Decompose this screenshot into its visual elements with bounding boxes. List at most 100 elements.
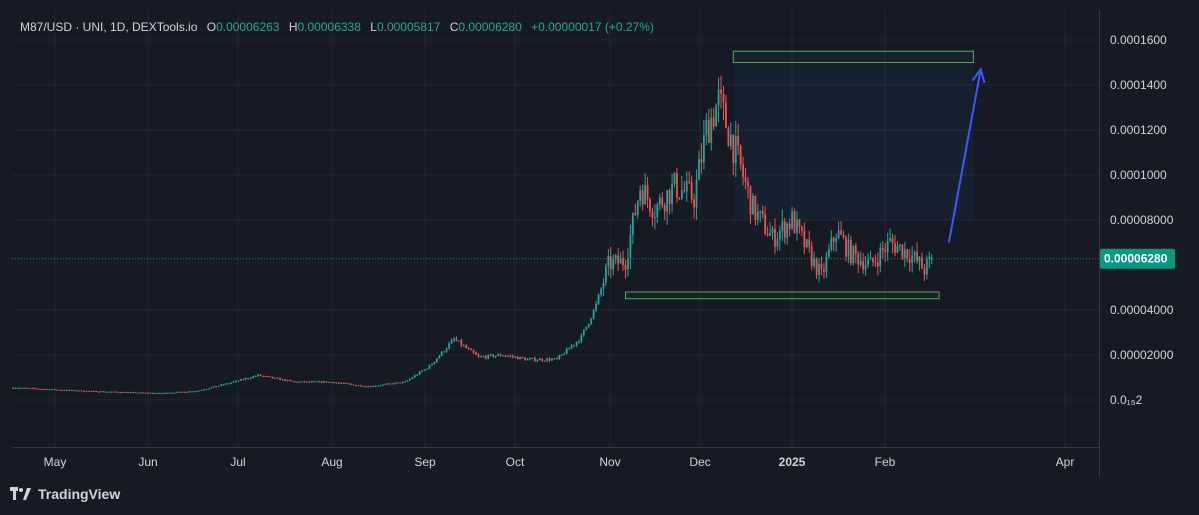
candle-body — [533, 358, 536, 361]
candle-body — [921, 257, 923, 269]
candle-body — [252, 376, 254, 378]
candle-body — [460, 340, 463, 346]
candle-body — [156, 392, 159, 394]
candle-body — [874, 261, 877, 263]
candle-body — [514, 356, 517, 358]
candle-body — [700, 159, 703, 163]
candle-body — [521, 357, 524, 359]
candle-body — [208, 388, 210, 390]
candle-body — [759, 210, 762, 212]
brand-name: TradingView — [38, 486, 121, 502]
candle-body — [854, 245, 857, 254]
candle-body — [384, 384, 387, 386]
candle-body — [693, 199, 695, 208]
candle-body — [225, 383, 228, 385]
candle-body — [808, 239, 811, 247]
candle-body — [438, 355, 441, 359]
last-price-tag: 0.00006280 — [1100, 248, 1175, 269]
tradingview-footer[interactable]: TradingView — [10, 486, 120, 502]
candle-body — [355, 385, 357, 387]
candle-body — [386, 383, 389, 385]
candle-body — [127, 392, 130, 394]
candle-body — [17, 388, 19, 390]
candle-body — [592, 309, 595, 319]
candle-body — [556, 358, 558, 360]
candle-body — [168, 392, 171, 394]
candle-body — [213, 386, 215, 388]
candle-body — [129, 392, 132, 394]
candle-body — [524, 358, 526, 361]
candle-body — [146, 392, 149, 394]
price-tick-label: 0.00004000 — [1110, 303, 1174, 317]
candle-body — [325, 381, 328, 383]
candle-body — [200, 390, 203, 392]
candle-body — [754, 195, 757, 220]
candle-body — [293, 381, 296, 383]
candle-body — [558, 355, 561, 359]
candle-body — [918, 257, 921, 262]
candle-body — [825, 256, 828, 272]
candle-body — [776, 239, 779, 247]
time-axis[interactable]: May Jun Jul Aug Sep Oct Nov Dec 2025 Feb Apr — [12, 447, 1099, 470]
candle-body — [347, 383, 350, 385]
candle-body — [879, 248, 882, 267]
candle-body — [161, 393, 164, 395]
candle-body — [487, 354, 490, 359]
candle-body — [284, 379, 286, 381]
candle-body — [186, 391, 188, 393]
candle-body — [453, 338, 455, 341]
candle-body — [663, 205, 666, 212]
candle-body — [235, 380, 237, 382]
candle-body — [193, 391, 196, 393]
candle-body — [26, 387, 29, 389]
candle-body — [276, 377, 279, 379]
candle-body — [570, 345, 573, 349]
time-tick-label: May — [44, 455, 67, 469]
candle-body — [722, 93, 725, 103]
candle-body — [149, 392, 152, 394]
candle-body — [369, 386, 372, 388]
candle-body — [239, 379, 242, 381]
price-axis[interactable]: 0.0001600 0.0001400 0.0001200 0.0001000 0.00… — [1099, 10, 1176, 477]
candle-body — [494, 355, 497, 357]
candle-body — [159, 392, 161, 394]
price-tick-label: 0.0001600 — [1110, 33, 1167, 47]
candle-body — [749, 186, 752, 215]
candle-body — [801, 226, 803, 231]
price-chart[interactable]: 0.0001600 0.0001400 0.0001200 0.0001000 0.00… — [0, 0, 1199, 480]
candle-body — [752, 195, 754, 215]
candle-body — [95, 390, 98, 392]
candle-body — [889, 238, 891, 241]
candle-body — [629, 234, 632, 259]
open-value: 0.00006263 — [216, 20, 280, 34]
candle-body — [117, 391, 120, 393]
candle-body — [259, 374, 262, 376]
candle-body — [73, 389, 76, 391]
candle-body — [137, 392, 139, 394]
candle-body — [619, 258, 622, 264]
candle-body — [75, 390, 78, 392]
candle-body — [342, 382, 345, 384]
candle-body — [864, 264, 867, 270]
candle-body — [781, 221, 784, 231]
candle-body — [244, 378, 247, 380]
candle-body — [458, 340, 460, 342]
candle-body — [519, 357, 522, 360]
candle-body — [803, 230, 806, 248]
candle-body — [112, 391, 115, 393]
candle-body — [173, 392, 176, 394]
candle-body — [680, 190, 683, 198]
candle-body — [529, 358, 531, 360]
annotation-zones — [625, 50, 974, 300]
candle-body — [575, 341, 578, 346]
candle-body — [298, 381, 301, 383]
candle-body — [744, 177, 747, 182]
candle-body — [105, 391, 107, 393]
candle-body — [139, 392, 142, 394]
candle-body — [707, 119, 710, 143]
candle-body — [237, 380, 240, 382]
candle-body — [830, 238, 833, 250]
candle-body — [685, 181, 688, 192]
candle-body — [409, 378, 411, 381]
candle-body — [181, 391, 183, 393]
